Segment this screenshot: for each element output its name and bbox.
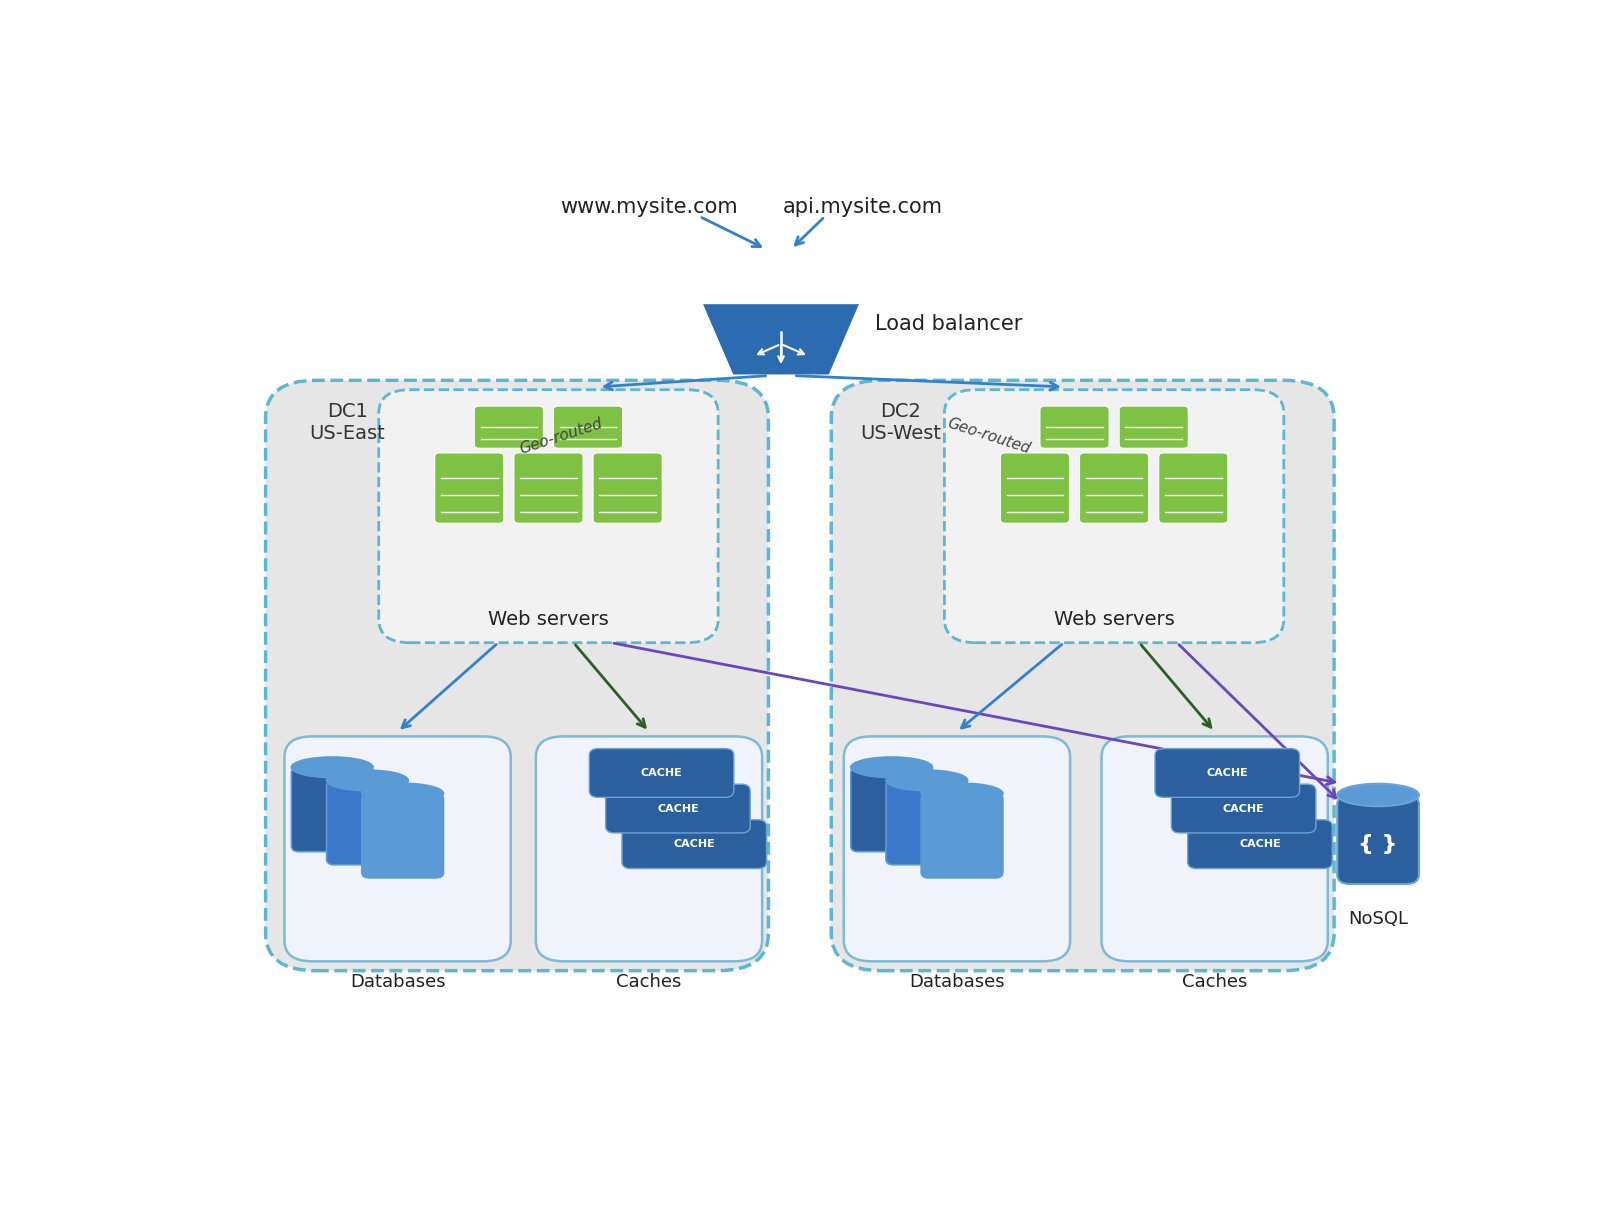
Text: DC2
US-West: DC2 US-West [860, 402, 941, 443]
FancyBboxPatch shape [830, 380, 1333, 971]
FancyBboxPatch shape [362, 793, 443, 877]
FancyBboxPatch shape [886, 780, 968, 865]
Text: Geo-routed: Geo-routed [946, 416, 1032, 458]
FancyBboxPatch shape [1158, 453, 1228, 523]
FancyBboxPatch shape [380, 389, 719, 643]
FancyBboxPatch shape [326, 780, 409, 865]
Text: Databases: Databases [350, 972, 446, 991]
Text: DC1
US-East: DC1 US-East [310, 402, 384, 443]
FancyBboxPatch shape [852, 768, 933, 852]
Text: CACHE: CACHE [1207, 768, 1247, 778]
FancyBboxPatch shape [921, 793, 1002, 877]
FancyBboxPatch shape [1337, 795, 1419, 884]
FancyBboxPatch shape [944, 389, 1285, 643]
FancyBboxPatch shape [1155, 748, 1299, 797]
FancyBboxPatch shape [1171, 784, 1315, 832]
Ellipse shape [292, 757, 373, 778]
Text: www.mysite.com: www.mysite.com [560, 197, 738, 217]
Text: { }: { } [1358, 834, 1398, 854]
Text: CACHE: CACHE [673, 840, 715, 849]
Text: CACHE: CACHE [641, 768, 683, 778]
FancyBboxPatch shape [292, 768, 373, 852]
Text: api.mysite.com: api.mysite.com [783, 197, 942, 217]
FancyBboxPatch shape [266, 380, 769, 971]
FancyBboxPatch shape [435, 453, 504, 523]
Ellipse shape [921, 784, 1002, 804]
FancyBboxPatch shape [1040, 406, 1109, 448]
Text: Web servers: Web servers [488, 610, 608, 629]
FancyBboxPatch shape [589, 748, 733, 797]
Polygon shape [702, 304, 860, 375]
FancyBboxPatch shape [1187, 820, 1332, 869]
FancyBboxPatch shape [843, 736, 1071, 961]
FancyBboxPatch shape [474, 406, 543, 448]
Text: CACHE: CACHE [657, 803, 699, 813]
FancyBboxPatch shape [1119, 406, 1189, 448]
Ellipse shape [852, 757, 933, 778]
Text: CACHE: CACHE [1223, 803, 1265, 813]
Text: Caches: Caches [616, 972, 681, 991]
Text: NoSQL: NoSQL [1348, 910, 1408, 929]
Text: Web servers: Web servers [1054, 610, 1174, 629]
FancyBboxPatch shape [1001, 453, 1069, 523]
FancyBboxPatch shape [535, 736, 762, 961]
FancyBboxPatch shape [514, 453, 582, 523]
Ellipse shape [362, 784, 443, 804]
FancyBboxPatch shape [621, 820, 767, 869]
FancyBboxPatch shape [1101, 736, 1328, 961]
FancyBboxPatch shape [1080, 453, 1148, 523]
FancyBboxPatch shape [605, 784, 751, 832]
FancyBboxPatch shape [553, 406, 623, 448]
Ellipse shape [1337, 784, 1419, 806]
Text: Geo-routed: Geo-routed [517, 416, 605, 458]
Ellipse shape [326, 770, 409, 791]
FancyBboxPatch shape [594, 453, 662, 523]
Text: CACHE: CACHE [1239, 840, 1281, 849]
Text: Load balancer: Load balancer [876, 314, 1022, 335]
Text: Databases: Databases [910, 972, 1004, 991]
FancyBboxPatch shape [284, 736, 511, 961]
Ellipse shape [886, 770, 968, 791]
Text: Caches: Caches [1182, 972, 1247, 991]
